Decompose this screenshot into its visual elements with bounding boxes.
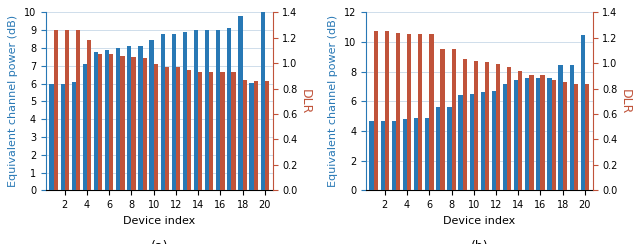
Bar [580, 35, 585, 190]
Bar [194, 30, 198, 190]
Bar [116, 48, 120, 190]
Bar [87, 40, 92, 190]
Bar [265, 81, 269, 190]
Bar [232, 72, 236, 190]
Bar [396, 33, 400, 190]
X-axis label: Device index: Device index [123, 216, 195, 226]
Bar [474, 61, 478, 190]
Bar [161, 34, 164, 190]
Bar [374, 31, 378, 190]
Bar [547, 78, 552, 190]
Bar [492, 91, 496, 190]
Bar [238, 16, 243, 190]
Bar [138, 46, 143, 190]
Bar [529, 75, 534, 190]
Bar [54, 30, 58, 190]
Bar [514, 80, 518, 190]
Bar [250, 83, 253, 190]
Bar [440, 49, 445, 190]
Y-axis label: Equivalent channel power (dB): Equivalent channel power (dB) [328, 15, 339, 187]
Bar [425, 118, 429, 190]
Bar [220, 72, 225, 190]
Bar [463, 59, 467, 190]
Bar [369, 121, 374, 190]
Bar [570, 65, 574, 190]
Bar [496, 64, 500, 190]
Bar [49, 83, 54, 190]
Y-axis label: Equivalent channel power (dB): Equivalent channel power (dB) [8, 15, 19, 187]
Bar [260, 12, 265, 190]
Bar [154, 64, 158, 190]
Bar [131, 57, 136, 190]
Bar [470, 94, 474, 190]
Bar [503, 84, 507, 190]
Bar [120, 56, 125, 190]
Bar [105, 50, 109, 190]
Bar [418, 34, 422, 190]
Bar [164, 67, 169, 190]
Bar [429, 34, 433, 190]
Bar [559, 65, 563, 190]
Bar [83, 64, 87, 190]
Bar [585, 83, 589, 190]
Bar [451, 49, 456, 190]
Bar [198, 72, 202, 190]
Bar [227, 28, 232, 190]
Bar [243, 80, 247, 190]
Bar [381, 121, 385, 190]
Bar [458, 95, 463, 190]
Bar [536, 78, 540, 190]
Bar [481, 92, 485, 190]
Bar [385, 31, 389, 190]
Bar [127, 46, 131, 190]
Bar [216, 30, 220, 190]
Y-axis label: DLR: DLR [619, 89, 632, 114]
Bar [76, 30, 80, 190]
Bar [447, 107, 451, 190]
Bar [436, 107, 440, 190]
Bar [414, 118, 418, 190]
Bar [392, 121, 396, 190]
Bar [403, 119, 407, 190]
Bar [72, 82, 76, 190]
Y-axis label: DLR: DLR [299, 89, 312, 114]
Bar [187, 70, 191, 190]
Bar [143, 58, 147, 190]
Bar [65, 30, 69, 190]
Bar [552, 80, 556, 190]
Bar [518, 71, 522, 190]
Bar [109, 54, 113, 190]
Bar [563, 82, 567, 190]
Bar [94, 52, 98, 190]
Bar [61, 83, 65, 190]
Bar [407, 34, 412, 190]
Bar [525, 78, 529, 190]
Bar [540, 75, 545, 190]
Bar [507, 67, 511, 190]
Bar [253, 81, 258, 190]
Bar [209, 72, 214, 190]
Bar [205, 30, 209, 190]
Bar [485, 62, 489, 190]
Bar [172, 34, 176, 190]
Bar [150, 40, 154, 190]
Text: (b): (b) [470, 240, 488, 244]
X-axis label: Device index: Device index [443, 216, 515, 226]
Bar [574, 83, 578, 190]
Bar [98, 54, 102, 190]
Bar [176, 67, 180, 190]
Text: (a): (a) [150, 240, 168, 244]
Bar [183, 32, 187, 190]
